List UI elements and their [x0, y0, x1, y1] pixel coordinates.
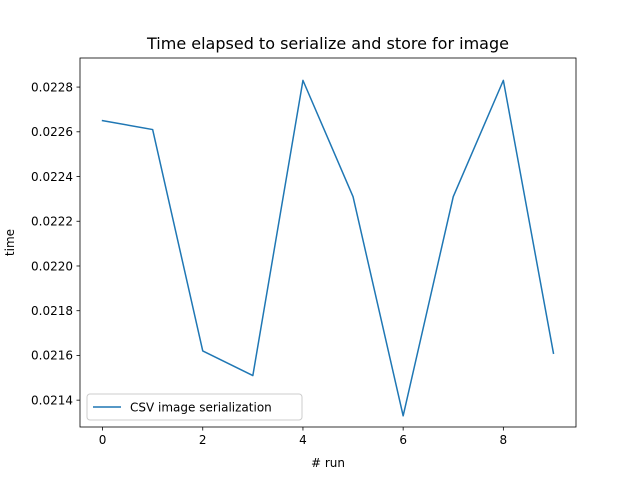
x-tick-label: 6: [399, 433, 407, 447]
y-tick-label: 0.0224: [31, 170, 73, 184]
x-axis: 0 2 4 6 8: [99, 427, 507, 447]
series-line-csv-image-serialization: [101, 79, 555, 417]
y-tick-label: 0.0228: [31, 80, 73, 94]
series-layer: [101, 79, 555, 417]
x-tick-label: 0: [99, 433, 107, 447]
x-tick-label: 8: [500, 433, 508, 447]
y-axis-label: time: [3, 229, 17, 256]
y-tick-label: 0.0216: [31, 349, 73, 363]
y-tick-label: 0.0222: [31, 215, 73, 229]
y-tick-label: 0.0220: [31, 259, 73, 273]
y-axis: 0.0214 0.0216 0.0218 0.0220 0.0222 0.0224 0.02…: [31, 80, 80, 407]
plot-area-frame: [79, 57, 577, 428]
legend: CSV image serialization: [86, 393, 303, 421]
x-axis-label: # run: [311, 456, 345, 470]
legend-entry-csv-image-serialization: CSV image serialization: [130, 401, 272, 415]
x-tick-label: 4: [299, 433, 307, 447]
y-tick-label: 0.0226: [31, 125, 73, 139]
legend-box: [86, 393, 303, 421]
y-tick-label: 0.0218: [31, 304, 73, 318]
x-tick-label: 2: [199, 433, 207, 447]
y-tick-label: 0.0214: [31, 393, 73, 407]
chart-title: Time elapsed to serialize and store for …: [146, 34, 509, 53]
